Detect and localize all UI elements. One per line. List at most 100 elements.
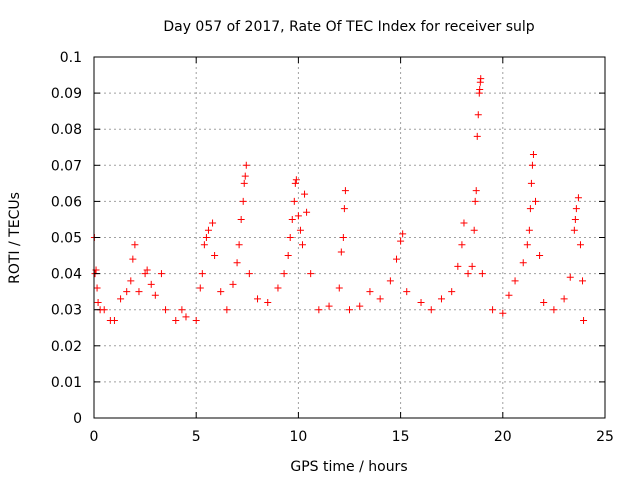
data-point: [217, 288, 225, 296]
data-point: [525, 226, 533, 234]
data-point: [532, 197, 540, 205]
data-point: [340, 205, 348, 213]
data-point: [303, 208, 311, 216]
data-point: [474, 111, 482, 119]
y-tick-label: 0.02: [51, 339, 82, 355]
data-point: [301, 190, 309, 198]
data-point: [529, 150, 537, 158]
y-tick-label: 0.06: [51, 194, 82, 210]
data-point: [560, 295, 568, 303]
data-point: [448, 288, 456, 296]
data-point: [477, 75, 485, 83]
data-point: [468, 262, 476, 270]
data-point: [296, 226, 304, 234]
y-axis-label: ROTI / TECUs: [7, 192, 23, 284]
data-point: [178, 306, 186, 314]
data-point: [141, 270, 149, 278]
data-point: [135, 288, 143, 296]
data-point: [229, 280, 237, 288]
data-point: [223, 306, 231, 314]
data-point: [211, 252, 219, 260]
data-point: [286, 234, 294, 241]
data-point: [519, 259, 527, 267]
data-point: [254, 295, 262, 303]
x-tick-label: 10: [289, 429, 307, 445]
data-point: [580, 317, 588, 325]
data-point: [536, 252, 544, 260]
x-tick-label: 20: [494, 429, 512, 445]
x-axis-label: GPS time / hours: [290, 459, 407, 475]
y-tick-label: 0: [73, 411, 82, 427]
chart-title: Day 057 of 2017, Rate Of TEC Index for r…: [163, 19, 534, 35]
data-point: [245, 270, 253, 278]
data-point: [182, 313, 190, 321]
data-point: [204, 226, 212, 234]
data-point: [209, 219, 217, 227]
data-point: [417, 298, 425, 306]
data-point: [341, 187, 349, 195]
y-tick-label: 0.09: [51, 86, 82, 102]
x-tick-label: 15: [392, 429, 410, 445]
data-point: [478, 270, 486, 278]
x-tick-label: 0: [90, 429, 99, 445]
y-tick-label: 0.07: [51, 158, 82, 174]
data-point: [335, 284, 343, 292]
y-tick-label: 0.05: [51, 231, 82, 247]
data-point: [523, 241, 531, 249]
data-point: [570, 226, 578, 234]
data-point: [572, 205, 580, 213]
data-point: [290, 197, 298, 205]
data-point: [129, 255, 137, 263]
data-point: [240, 179, 248, 187]
data-point: [93, 284, 101, 292]
data-point: [292, 176, 300, 184]
y-tick-label: 0.01: [51, 375, 82, 391]
data-point: [325, 302, 333, 310]
data-point: [127, 277, 135, 285]
data-point: [235, 241, 243, 249]
data-point: [147, 280, 155, 288]
axis-ticks: 0 5 10 15 20 25 0 0.01 0.02 0.03 0.04 0.05 0.06 0.07 0…: [51, 50, 614, 445]
data-point: [162, 306, 170, 314]
data-point: [356, 302, 364, 310]
data-point: [202, 234, 210, 241]
data-point: [526, 205, 534, 213]
data-point: [437, 295, 445, 303]
data-point: [274, 284, 282, 292]
y-tick-label: 0.1: [60, 50, 82, 66]
data-point: [499, 309, 507, 317]
data-point: [143, 266, 151, 274]
data-point: [458, 241, 466, 249]
data-point: [366, 288, 374, 296]
data-point: [151, 291, 159, 299]
data-point: [241, 172, 249, 180]
data-point: [110, 317, 118, 325]
data-point: [200, 241, 208, 249]
data-points: [90, 75, 588, 325]
data-point: [264, 298, 272, 306]
data-point: [280, 270, 288, 278]
y-tick-label: 0.03: [51, 303, 82, 319]
data-point: [550, 306, 558, 314]
y-tick-label: 0.04: [51, 267, 82, 283]
data-point: [576, 241, 584, 249]
data-point: [528, 161, 536, 169]
data-point: [464, 270, 472, 278]
data-point: [540, 298, 548, 306]
x-tick-label: 5: [192, 429, 201, 445]
data-point: [123, 288, 131, 296]
data-point: [566, 273, 574, 281]
data-point: [242, 161, 250, 169]
data-point: [198, 270, 206, 278]
data-point: [386, 277, 394, 285]
data-point: [427, 306, 435, 314]
data-point: [574, 194, 582, 202]
data-point: [284, 252, 292, 260]
gridlines: [94, 57, 605, 418]
data-point: [307, 270, 315, 278]
data-point: [157, 270, 165, 278]
data-point: [489, 306, 497, 314]
data-point: [298, 241, 306, 249]
data-point: [571, 215, 579, 223]
